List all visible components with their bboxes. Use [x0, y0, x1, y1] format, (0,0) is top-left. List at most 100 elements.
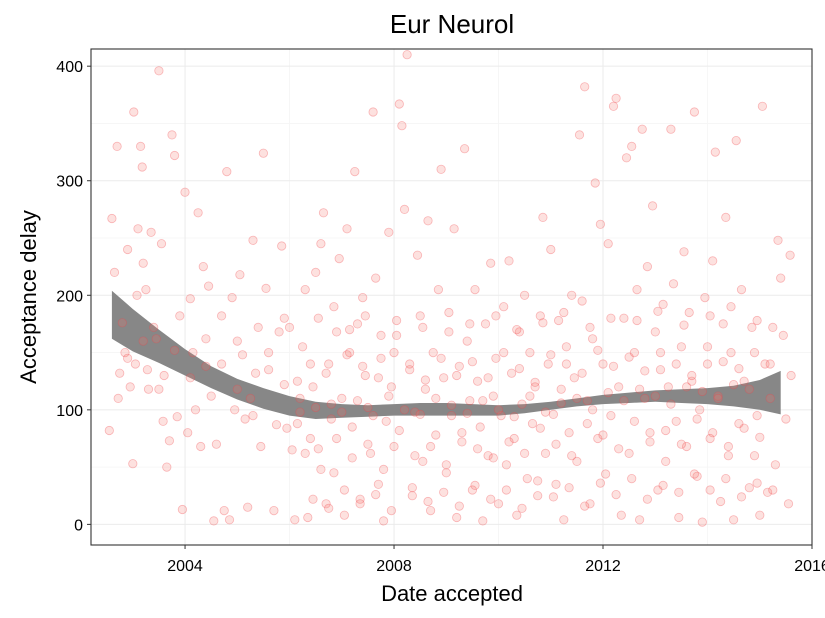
data-point: [593, 433, 603, 444]
data-point: [452, 512, 462, 523]
data-point: [331, 433, 342, 444]
data-point: [329, 302, 339, 312]
data-point: [154, 384, 164, 394]
data-point: [718, 319, 728, 329]
data-point: [232, 384, 242, 394]
data-point: [470, 480, 480, 490]
data-point: [611, 93, 621, 103]
data-point: [420, 384, 430, 394]
data-point: [540, 407, 551, 417]
data-point: [232, 336, 242, 346]
data-point: [439, 373, 449, 383]
data-point: [347, 422, 357, 432]
data-point: [248, 410, 258, 421]
data-point: [608, 101, 619, 111]
data-point: [204, 281, 214, 291]
data-point: [666, 399, 676, 409]
data-point: [350, 167, 360, 177]
data-point: [705, 433, 715, 444]
data-point: [355, 499, 365, 509]
data-point: [389, 441, 399, 452]
data-point: [538, 318, 548, 328]
data-point: [749, 451, 760, 461]
data-point: [480, 319, 491, 329]
data-point: [431, 393, 441, 403]
data-point: [146, 227, 156, 237]
data-point: [658, 299, 668, 309]
data-point: [138, 258, 148, 268]
data-point: [522, 473, 532, 484]
data-point: [632, 315, 642, 326]
data-point: [371, 273, 381, 283]
data-point: [248, 235, 258, 245]
data-point: [786, 370, 796, 381]
data-point: [339, 485, 349, 495]
data-point: [525, 391, 535, 401]
data-point: [151, 334, 161, 344]
data-point: [603, 387, 613, 398]
data-point: [491, 311, 501, 321]
data-point: [687, 370, 697, 381]
data-point: [412, 250, 423, 260]
data-point: [760, 359, 770, 369]
data-point: [193, 208, 203, 218]
y-tick-label: 200: [56, 288, 83, 305]
data-point: [376, 330, 386, 340]
data-point: [263, 365, 274, 375]
data-point: [394, 425, 404, 436]
data-point: [773, 235, 783, 245]
data-point: [305, 359, 315, 369]
data-point: [595, 478, 606, 488]
data-point: [559, 515, 569, 525]
data-point: [120, 347, 130, 358]
data-point: [334, 254, 344, 264]
data-point: [235, 270, 245, 280]
data-point: [666, 124, 676, 134]
data-point: [358, 292, 368, 303]
data-point: [243, 502, 253, 512]
data-point: [256, 441, 266, 452]
data-point: [606, 313, 616, 323]
data-point: [449, 224, 459, 234]
data-point: [180, 187, 190, 197]
data-point: [386, 382, 396, 392]
data-point: [580, 82, 590, 92]
data-point: [129, 107, 139, 117]
data-point: [616, 510, 626, 520]
data-point: [352, 396, 363, 406]
data-point: [653, 306, 663, 316]
data-point: [465, 396, 475, 406]
data-point: [533, 476, 543, 486]
data-point: [661, 456, 671, 466]
data-point: [381, 416, 391, 426]
data-point: [676, 439, 687, 449]
data-point: [217, 311, 227, 321]
data-point: [431, 430, 441, 440]
data-point: [245, 393, 255, 403]
plot-grid: [91, 49, 812, 545]
data-point: [300, 284, 310, 295]
data-point: [619, 396, 629, 406]
data-point: [501, 485, 511, 495]
data-point: [512, 510, 522, 520]
data-point: [211, 439, 221, 449]
data-point: [517, 503, 527, 513]
data-point: [627, 141, 637, 151]
data-point: [551, 479, 561, 489]
data-point: [567, 451, 577, 461]
data-point: [172, 412, 182, 422]
data-point: [133, 224, 143, 234]
data-point: [454, 501, 464, 511]
data-point: [113, 393, 123, 403]
data-point: [705, 311, 715, 321]
data-point: [658, 480, 668, 490]
data-point: [749, 347, 760, 358]
data-point: [230, 405, 240, 415]
data-point: [308, 382, 318, 392]
data-point: [504, 437, 514, 447]
data-point: [674, 487, 684, 497]
data-point: [433, 284, 443, 295]
data-point: [525, 347, 535, 358]
data-point: [222, 167, 232, 177]
data-point: [781, 414, 791, 424]
